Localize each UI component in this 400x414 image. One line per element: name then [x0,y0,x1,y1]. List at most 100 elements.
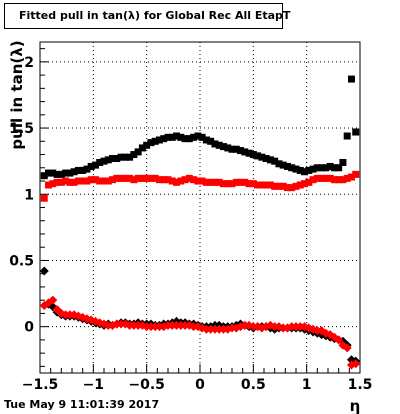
data-point [40,172,48,180]
data-point [190,133,198,141]
data-point [130,176,138,184]
data-point [96,158,104,166]
data-point [301,180,309,188]
y-tick-label: 1.5 [9,121,34,137]
data-point [313,174,321,182]
data-point [83,177,91,185]
x-tick-label: 1 [302,377,312,393]
data-point [219,143,227,151]
data-point [62,169,70,177]
data-point [352,128,360,136]
data-point [177,133,185,141]
data-point [134,148,142,156]
data-point [249,180,257,188]
data-point [313,164,321,172]
data-point [262,155,270,163]
data-point [275,160,283,168]
series-1 [40,170,360,202]
data-point [330,164,338,172]
data-point [335,164,343,172]
data-point [185,135,193,143]
data-point [279,161,287,169]
x-axis-title: η [350,397,361,414]
axis-ticks [39,48,361,373]
data-point [224,180,232,188]
data-point [147,174,155,182]
data-point [177,177,185,185]
data-point [100,177,108,185]
data-point [168,177,176,185]
data-point [262,181,270,189]
data-point [147,139,155,147]
data-point [237,147,245,155]
data-point [232,178,240,186]
data-point [121,153,129,161]
data-point [45,181,53,189]
data-point [126,153,134,161]
data-point [62,177,70,185]
axis-tick-labels: −1.5 −1 −0.5 0 0.5 1 1.5 0 0.5 1 1.5 2 [9,55,372,393]
x-tick-label: 0.5 [241,377,266,393]
data-point [288,184,296,192]
data-point [279,182,287,190]
y-tick-label: 0 [24,320,34,336]
data-point [322,174,330,182]
data-point [215,141,223,149]
data-point [79,177,87,185]
data-point [53,170,61,178]
data-point [266,156,274,164]
data-point [258,181,266,189]
data-point [322,164,330,172]
data-point [198,177,206,185]
data-point [74,177,82,185]
data-point [347,75,355,83]
data-point [66,178,74,186]
data-point [228,145,236,153]
data-point [155,176,163,184]
data-point [168,133,176,141]
data-point [181,135,189,143]
data-point [40,194,48,202]
data-point [66,169,74,177]
data-point [335,176,343,184]
data-point [283,162,291,170]
data-point [318,164,326,172]
data-point [215,178,223,186]
data-point [49,180,57,188]
data-point [70,168,78,176]
data-point [219,180,227,188]
data-point [241,178,249,186]
data-point [207,178,215,186]
data-point [296,166,304,174]
data-point [185,174,193,182]
data-point [352,170,360,178]
data-point [330,176,338,184]
data-point [198,133,206,141]
data-point [138,174,146,182]
y-tick-label: 2 [24,55,34,71]
y-tick-label: 0.5 [9,253,34,269]
data-point [228,180,236,188]
data-point [138,144,146,152]
data-point [130,151,138,159]
data-point [151,137,159,145]
data-point [53,178,61,186]
data-point [160,176,168,184]
data-point [249,151,257,159]
data-point [164,176,172,184]
data-point [305,166,313,174]
data-point [96,177,104,185]
data-point [57,170,65,178]
x-tick-label: −1.5 [22,377,59,393]
data-point [56,308,66,318]
data-point [326,162,334,170]
data-point [117,174,125,182]
data-point [151,174,159,182]
data-point [91,176,99,184]
timestamp: Tue May 9 11:01:39 2017 [4,398,160,411]
data-point [104,156,112,164]
data-point [326,174,334,182]
data-point [70,178,78,186]
data-point [347,173,355,181]
